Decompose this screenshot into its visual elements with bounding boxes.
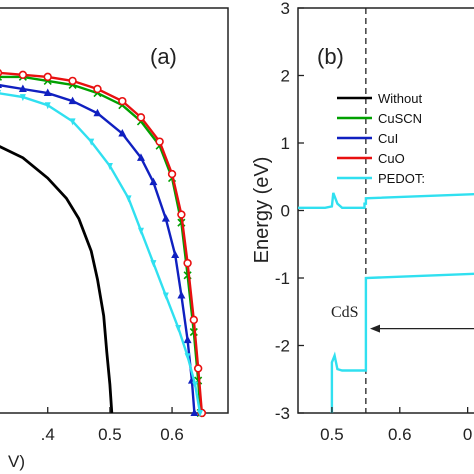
series-line — [0, 92, 202, 414]
panel-b-label: (b) — [317, 44, 344, 69]
panel-a: .4 0.5 0.6 (a) V) — [0, 7, 229, 471]
y-tick-label: 0 — [281, 202, 290, 221]
circle-marker — [183, 258, 192, 268]
legend-label: CuSCN — [378, 111, 422, 126]
cds-arrow — [370, 324, 474, 333]
triangle-marker — [18, 84, 27, 92]
triangle-marker — [161, 214, 170, 222]
legend-label: PEDOT: — [378, 171, 425, 186]
panel-a-x-axis-label: V) — [8, 452, 25, 471]
triangle-marker — [68, 96, 77, 105]
panel-a-series-group — [0, 69, 207, 418]
circle-marker — [189, 315, 199, 325]
panel-b-y-axis-label: Energy (eV) — [251, 157, 273, 264]
star-marker — [175, 324, 182, 332]
triangle-marker — [118, 129, 127, 137]
circle-marker — [155, 137, 164, 146]
y-tick-label: 1 — [281, 134, 290, 153]
y-tick-label: 3 — [281, 0, 290, 18]
triangle-marker — [43, 88, 52, 97]
star-marker — [88, 138, 95, 146]
panel-a-series-4 — [0, 90, 204, 417]
series-line — [0, 84, 196, 414]
panel-a-series-2 — [0, 84, 199, 416]
star-marker — [44, 102, 51, 110]
panel-b-x-ticks: 0.5 0.6 0 — [320, 407, 472, 444]
panel-a-x-ticks: .4 0.5 0.6 — [41, 407, 184, 444]
legend-label: CuO — [378, 151, 405, 166]
x-tick-label: .4 — [41, 425, 55, 444]
panel-a-series-3 — [0, 69, 207, 418]
panel-b-series-group — [298, 192, 474, 413]
panel-a-series-0 — [0, 145, 114, 414]
x-tick-label: 0 — [463, 425, 472, 444]
y-tick-label: -3 — [275, 404, 290, 423]
triangle-marker — [0, 84, 2, 88]
star-marker — [162, 292, 169, 300]
y-tick-label: -1 — [275, 269, 290, 288]
legend: Without CuSCN CuI CuO PEDOT: — [337, 91, 425, 186]
band-line-0 — [298, 192, 474, 209]
star-marker — [197, 410, 204, 417]
circle-marker — [93, 84, 102, 94]
x-tick-label: 0.5 — [98, 425, 122, 444]
x-tick-label: 0.5 — [320, 425, 344, 444]
triangle-marker — [136, 153, 145, 161]
star-marker — [125, 195, 132, 203]
panel-b-y-ticks: 3 2 1 0 -1 -2 -3 — [275, 0, 304, 423]
star-marker — [150, 260, 157, 268]
star-marker — [19, 94, 26, 102]
circle-marker — [193, 364, 203, 373]
legend-label: Without — [378, 91, 422, 106]
y-tick-label: -2 — [275, 337, 290, 356]
star-marker — [137, 227, 144, 235]
circle-marker — [118, 96, 127, 106]
circle-marker — [43, 72, 52, 82]
circle-marker — [167, 169, 177, 179]
circle-marker — [68, 76, 77, 86]
panel-a-frame — [0, 7, 229, 414]
x-tick-label: 0.6 — [388, 425, 412, 444]
series-line — [0, 75, 202, 414]
triangle-marker — [183, 335, 192, 344]
star-marker — [0, 90, 1, 93]
band-line-1 — [330, 272, 474, 413]
arrow-head — [370, 324, 380, 333]
triangle-marker — [177, 291, 186, 299]
star-marker — [69, 118, 76, 126]
circle-marker — [136, 113, 146, 122]
y-tick-label: 2 — [281, 67, 290, 86]
circle-marker — [0, 69, 3, 77]
triangle-marker — [93, 108, 102, 117]
x-tick-label: 0.6 — [160, 425, 184, 444]
triangle-marker — [149, 177, 158, 186]
star-marker — [192, 381, 199, 389]
star-marker — [106, 162, 113, 170]
triangle-marker — [171, 250, 180, 259]
circle-marker — [18, 70, 28, 80]
triangle-marker — [190, 408, 199, 416]
panel-a-label: (a) — [150, 44, 177, 69]
cds-annotation: CdS — [331, 304, 359, 321]
star-marker — [184, 353, 191, 361]
circle-marker — [177, 210, 186, 219]
panel-b: 3 2 1 0 -1 -2 -3 0.5 0.6 0 (b) Energy (eV) CdS W… — [251, 0, 474, 444]
legend-label: CuI — [378, 131, 398, 146]
series-line — [0, 145, 114, 414]
